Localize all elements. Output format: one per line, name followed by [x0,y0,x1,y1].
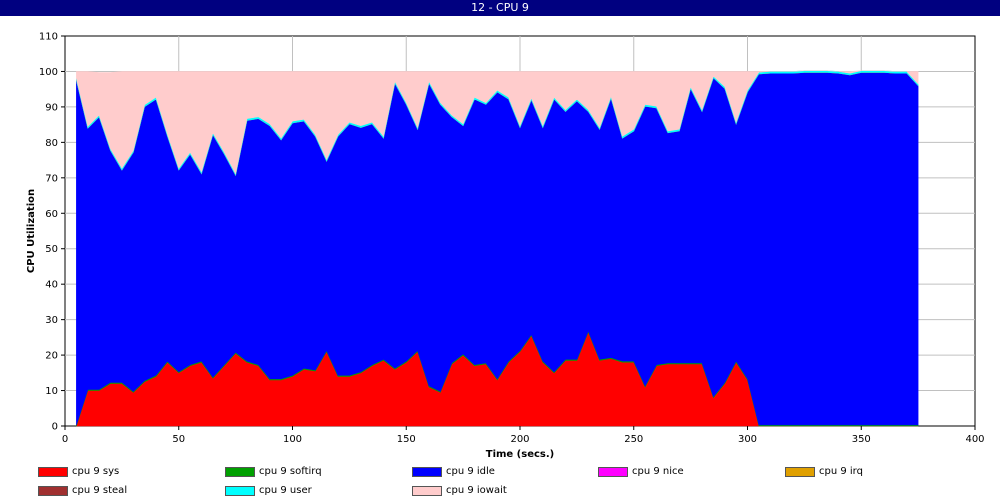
y-axis-ticks: 0 10 20 30 40 50 60 70 80 90 100 110 [39,32,65,433]
y-tick-label: 50 [45,244,58,255]
y-tick-label: 0 [52,422,58,433]
y-tick-label: 100 [39,67,58,78]
y-tick-label: 10 [45,386,58,397]
legend-label: cpu 9 nice [632,466,684,477]
x-axis-ticks: 0 50 100 150 200 250 300 350 400 [62,426,985,445]
legend-label: cpu 9 irq [819,466,863,477]
stacked-areas [75,70,919,427]
legend-label: cpu 9 sys [72,466,120,477]
y-tick-label: 30 [45,315,58,326]
series-area-cpu-9-iowait [76,70,919,175]
y-tick-label: 40 [45,280,58,291]
cpu-utilization-chart: 0 10 20 30 40 50 60 70 80 90 100 110 0 50 100 150 200 25… [26,32,985,461]
legend-label: cpu 9 steal [72,485,128,496]
y-tick-label: 70 [45,173,58,184]
x-tick-label: 350 [852,434,871,445]
x-tick-label: 50 [172,434,185,445]
x-tick-label: 150 [397,434,416,445]
legend-label: cpu 9 idle [446,466,495,477]
x-axis-label: Time (secs.) [486,449,555,460]
y-tick-label: 110 [39,32,58,43]
legend-swatch [785,467,815,477]
x-tick-label: 0 [62,434,68,445]
x-tick-label: 200 [510,434,529,445]
legend-label: cpu 9 user [259,485,312,496]
legend-swatch [412,467,442,477]
y-tick-label: 90 [45,102,58,113]
x-tick-label: 250 [624,434,643,445]
window-title: 12 - CPU 9 [0,0,1000,16]
x-tick-label: 100 [283,434,302,445]
legend-swatch [412,486,442,496]
y-tick-label: 60 [45,209,58,220]
y-tick-label: 80 [45,138,58,149]
legend-swatch [225,486,255,496]
legend-swatch [38,467,68,477]
x-tick-label: 400 [965,434,984,445]
x-tick-label: 300 [738,434,757,445]
legend: cpu 9 sys cpu 9 softirq cpu 9 idle cpu 9 ni… [0,462,1000,504]
legend-swatch [38,486,68,496]
y-tick-label: 20 [45,351,58,362]
legend-swatch [598,467,628,477]
legend-label: cpu 9 softirq [259,466,322,477]
y-axis-label: CPU Utilization [26,189,37,273]
legend-label: cpu 9 iowait [446,485,507,496]
legend-swatch [225,467,255,477]
